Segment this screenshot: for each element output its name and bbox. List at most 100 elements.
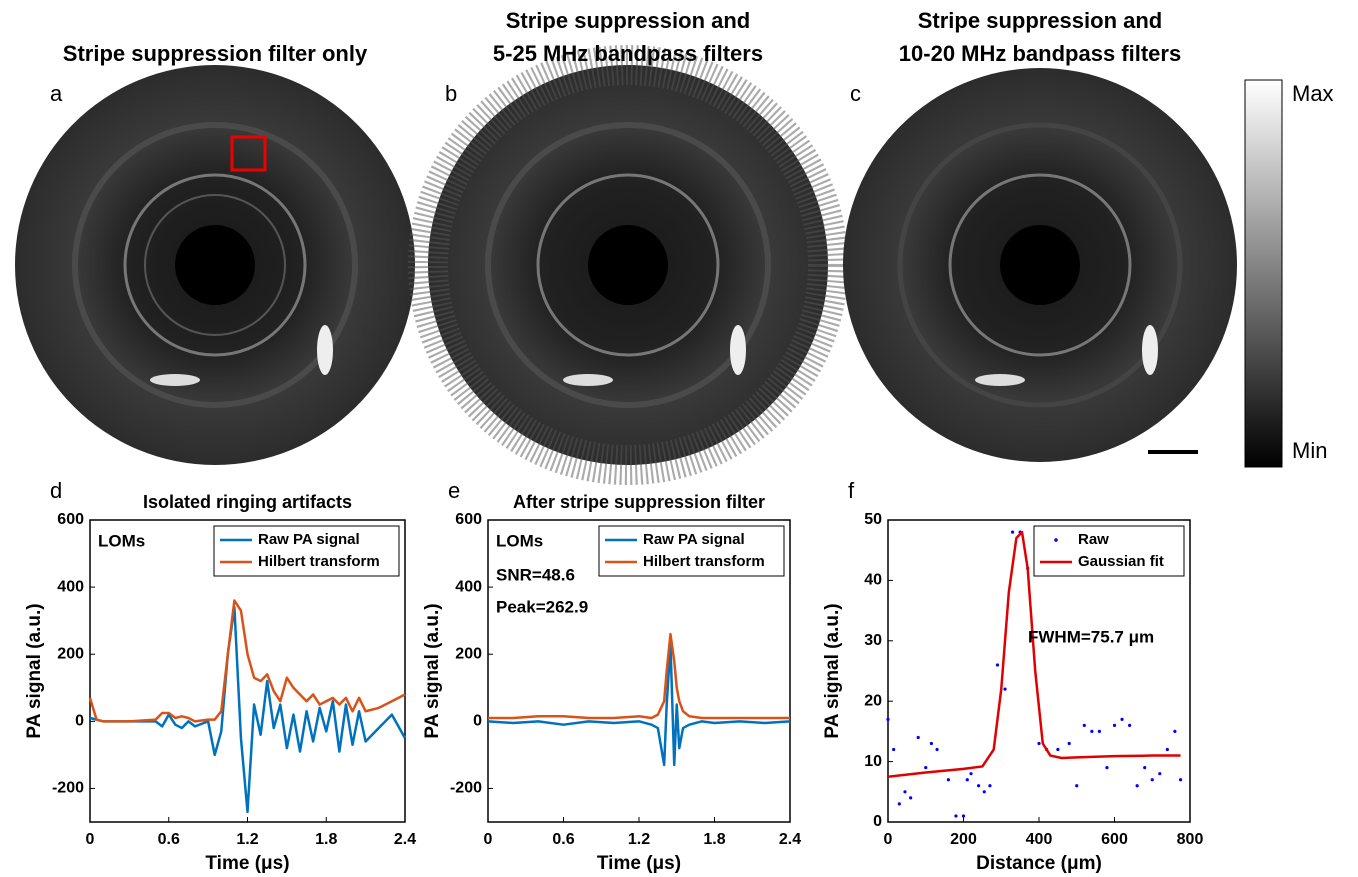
- panel-tag: LOMs: [10, 416, 71, 441]
- data-point: [977, 784, 981, 788]
- data-point: [1120, 717, 1124, 721]
- x-tick-label: 400: [1026, 831, 1053, 848]
- data-point: [1097, 729, 1101, 734]
- image-b: [408, 45, 848, 485]
- x-tick-label: 0.6: [552, 831, 574, 848]
- x-tick-label: 1.2: [236, 831, 258, 848]
- y-tick-label: 20: [864, 692, 882, 709]
- data-point: [969, 772, 973, 776]
- annotation: LOMs: [98, 531, 145, 550]
- chart-letter: d: [50, 478, 62, 503]
- series-line: [487, 642, 791, 767]
- y-tick-label: 600: [57, 511, 84, 528]
- series-line: [88, 599, 406, 723]
- panel-letter: b: [445, 81, 457, 106]
- legend-box: [598, 525, 785, 577]
- image-a: [15, 65, 415, 465]
- data-point: [965, 778, 969, 782]
- y-tick-label: 400: [57, 578, 84, 595]
- data-point: [995, 663, 1000, 667]
- y-tick-label: 200: [455, 645, 482, 662]
- x-tick-label: 2.4: [394, 831, 416, 848]
- annotation: FWHM=75.7 μm: [1028, 627, 1154, 646]
- data-point: [1112, 723, 1117, 727]
- x-tick-label: 2.4: [779, 831, 801, 848]
- colorbar: [1244, 79, 1283, 468]
- data-point: [909, 796, 913, 800]
- data-point: [897, 802, 901, 806]
- data-point: [1150, 778, 1154, 782]
- x-tick-label: 0.6: [158, 831, 180, 848]
- legend-box: [1033, 525, 1185, 577]
- data-point: [1128, 723, 1132, 727]
- data-point: [886, 717, 890, 721]
- x-axis-label: Time (μs): [205, 853, 289, 874]
- data-point: [1090, 729, 1094, 734]
- x-tick-label: 200: [950, 831, 977, 848]
- x-tick-label: 1.2: [628, 831, 650, 848]
- data-point: [1173, 729, 1177, 734]
- data-point: [1178, 778, 1183, 782]
- annotation: LOMs: [496, 531, 543, 550]
- data-point: [1105, 766, 1109, 770]
- data-point: [903, 790, 907, 794]
- y-tick-label: 200: [57, 645, 84, 662]
- legend-label: Gaussian fit: [1078, 553, 1164, 570]
- series-line: [89, 605, 407, 814]
- x-axis-label: Distance (μm): [976, 853, 1102, 874]
- data-point: [1056, 747, 1060, 752]
- x-tick-label: 0: [86, 831, 95, 848]
- chart-title: Isolated ringing artifacts: [143, 492, 352, 512]
- y-tick-label: 0: [873, 813, 882, 830]
- panel-title: 10-20 MHz bandpass filters: [899, 41, 1181, 66]
- y-tick-label: 10: [864, 753, 882, 770]
- chart-letter: e: [448, 478, 460, 503]
- y-tick-label: 0: [473, 713, 482, 730]
- panel-letter: c: [850, 81, 861, 106]
- legend-label: Raw: [1078, 531, 1109, 548]
- data-point: [1143, 766, 1147, 770]
- panel-title: Stripe suppression and: [918, 8, 1163, 33]
- x-tick-label: 1.8: [315, 831, 337, 848]
- series-line: [488, 632, 790, 720]
- data-point: [954, 814, 958, 818]
- panel-title: 5-25 MHz bandpass filters: [493, 41, 763, 66]
- data-point: [1037, 741, 1041, 746]
- x-tick-label: 0: [884, 831, 893, 848]
- y-axis-label: PA signal (a.u.): [822, 603, 843, 738]
- legend-label: Hilbert transform: [643, 553, 765, 570]
- data-point: [961, 814, 966, 818]
- series-line: [887, 530, 1181, 778]
- legend-label: Hilbert transform: [258, 553, 380, 570]
- legend-box: [213, 525, 400, 577]
- data-point: [1082, 723, 1086, 727]
- y-tick-label: 40: [864, 572, 882, 589]
- data-point: [935, 747, 939, 752]
- data-point: [1158, 772, 1162, 776]
- y-axis-label: PA signal (a.u.): [422, 603, 443, 738]
- colorbar-min: Min: [1292, 438, 1327, 463]
- data-point: [1075, 784, 1079, 788]
- x-axis-label: Time (μs): [597, 853, 681, 874]
- legend-label: Raw PA signal: [643, 531, 745, 548]
- y-tick-label: 400: [455, 578, 482, 595]
- annotation: SNR=48.6: [496, 565, 575, 584]
- panel-title: Stripe suppression and: [506, 8, 751, 33]
- data-point: [892, 747, 896, 752]
- annotation: Peak=262.9: [496, 597, 588, 616]
- x-tick-label: 800: [1177, 831, 1204, 848]
- data-point: [1003, 687, 1007, 691]
- x-tick-label: 600: [1101, 831, 1128, 848]
- data-point: [988, 784, 992, 788]
- image-c: [843, 68, 1237, 462]
- chart-title: After stripe suppression filter: [513, 492, 765, 512]
- y-tick-label: 600: [455, 511, 482, 528]
- data-point: [1165, 747, 1169, 752]
- data-point: [1010, 530, 1015, 534]
- legend-swatch: [1054, 538, 1058, 542]
- data-point: [929, 741, 934, 746]
- colorbar-max: Max: [1292, 81, 1334, 106]
- legend-label: Raw PA signal: [258, 531, 360, 548]
